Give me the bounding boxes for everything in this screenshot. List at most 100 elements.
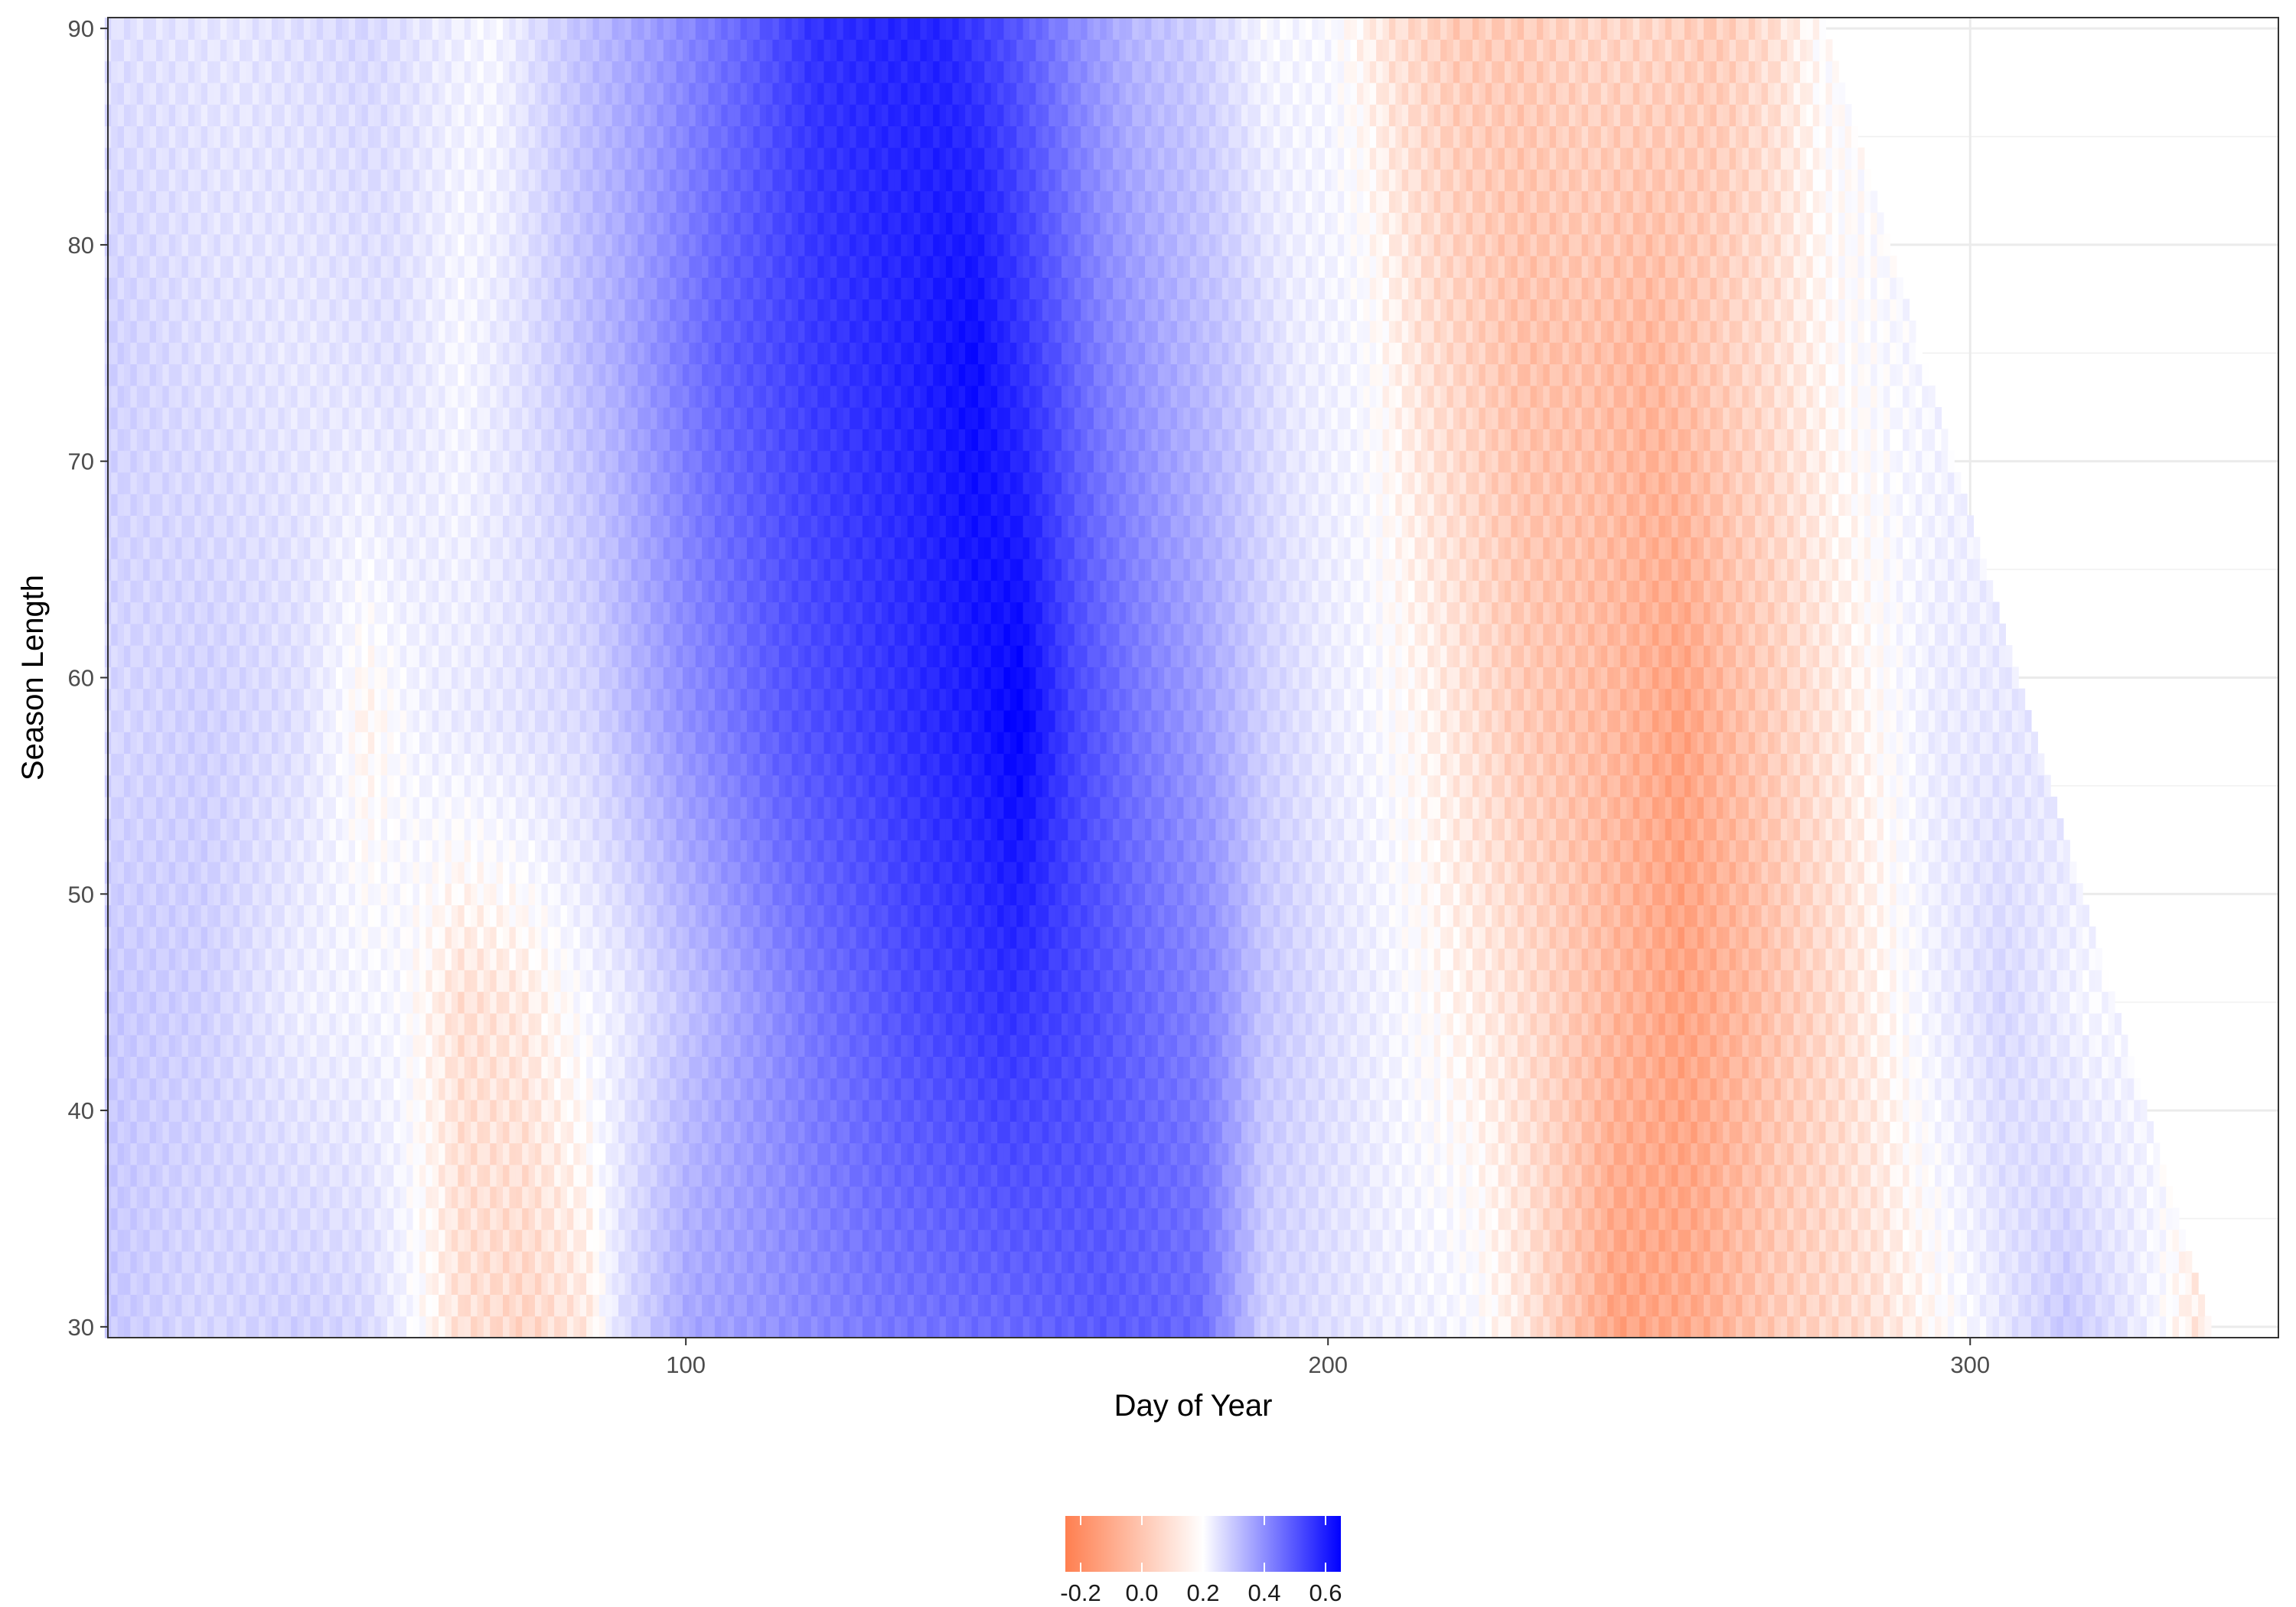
heatmap-cell (117, 1229, 125, 1252)
heatmap-cell (990, 1273, 998, 1296)
heatmap-cell (1600, 1143, 1608, 1165)
heatmap-cell (1459, 1056, 1467, 1079)
heatmap-cell (1388, 1035, 1396, 1057)
heatmap-cell (528, 1056, 536, 1079)
heatmap-cell (901, 1077, 908, 1100)
heatmap-cell (1748, 1273, 1756, 1296)
heatmap-cell (625, 1099, 632, 1122)
heatmap-cell (984, 1186, 992, 1208)
heatmap-cell (534, 1121, 542, 1144)
heatmap-cell (1857, 1315, 1865, 1338)
heatmap-cell (534, 1164, 542, 1187)
heatmap-cell (1061, 1056, 1068, 1079)
heatmap-cell (2153, 1164, 2161, 1187)
heatmap-cell (791, 1208, 799, 1231)
heatmap-cell (1511, 1164, 1518, 1187)
heatmap-cell (503, 1077, 510, 1100)
heatmap-cell (566, 1143, 574, 1165)
heatmap-cell (1903, 1143, 1910, 1165)
heatmap-cell (1029, 1164, 1037, 1187)
heatmap-cell (1755, 1186, 1763, 1208)
heatmap-cell (837, 991, 844, 1014)
heatmap-cell (797, 991, 805, 1014)
heatmap-cell (984, 1099, 992, 1122)
heatmap-cell (1665, 1035, 1672, 1057)
heatmap-cell (168, 1143, 176, 1165)
heatmap-cell (1074, 1099, 1081, 1122)
heatmap-cell (740, 1315, 748, 1338)
heatmap-cell (329, 1273, 337, 1296)
heatmap-cell (2043, 1056, 2051, 1079)
heatmap-cell (406, 1250, 414, 1273)
heatmap-cell (1973, 1143, 1981, 1165)
heatmap-cell (406, 1143, 414, 1165)
heatmap-cell (297, 1250, 305, 1273)
heatmap-cell (355, 1143, 363, 1165)
heatmap-cell (772, 1250, 780, 1273)
heatmap-cell (201, 1143, 208, 1165)
heatmap-cell (1742, 1250, 1750, 1273)
heatmap-cell (560, 1315, 568, 1338)
heatmap-cell (188, 991, 195, 1014)
heatmap-cell (1498, 1294, 1505, 1317)
heatmap-cell (727, 1208, 735, 1231)
heatmap-cell (1318, 1273, 1326, 1296)
heatmap-cell (335, 1250, 343, 1273)
heatmap-cell (1928, 1143, 1936, 1165)
heatmap-cell (361, 1143, 369, 1165)
heatmap-cell (439, 1056, 446, 1079)
heatmap-cell (155, 1250, 163, 1273)
heatmap-cell (1632, 1315, 1640, 1338)
heatmap-cell (1312, 1077, 1319, 1100)
heatmap-cell (181, 1121, 189, 1144)
heatmap-cell (1780, 1143, 1788, 1165)
heatmap-cell (984, 1164, 992, 1187)
heatmap-cell (1607, 1164, 1615, 1187)
heatmap-cell (823, 1099, 831, 1122)
heatmap-cell (310, 1035, 318, 1057)
heatmap-cell (651, 991, 657, 1014)
heatmap-cell (1492, 1012, 1499, 1035)
heatmap-cell (1986, 1229, 1994, 1252)
heatmap-cell (1524, 1208, 1531, 1231)
heatmap-cell (1312, 1143, 1319, 1165)
heatmap-cell (727, 1077, 735, 1100)
heatmap-cell (560, 1056, 568, 1079)
heatmap-cell (759, 1056, 767, 1079)
heatmap-cell (136, 1143, 144, 1165)
heatmap-cell (740, 1099, 748, 1122)
heatmap-cell (714, 1250, 722, 1273)
heatmap-cell (1145, 1143, 1153, 1165)
heatmap-cell (714, 1099, 722, 1122)
heatmap-cell (965, 1208, 973, 1231)
heatmap-cell (1600, 1035, 1608, 1057)
heatmap-cell (2121, 1164, 2128, 1187)
heatmap-cell (920, 991, 928, 1014)
heatmap-cell (971, 1056, 979, 1079)
heatmap-cell (374, 1229, 382, 1252)
heatmap-cell (1678, 1294, 1685, 1317)
heatmap-cell (1922, 1229, 1929, 1252)
heatmap-cell (1710, 1012, 1717, 1035)
heatmap-cell (1446, 1056, 1454, 1079)
heatmap-cell (130, 1273, 138, 1296)
heatmap-cell (1793, 1012, 1801, 1035)
heatmap-cell (1492, 1273, 1499, 1296)
heatmap-cell (496, 1077, 504, 1100)
heatmap-cell (329, 1035, 337, 1057)
heatmap-cell (997, 1035, 1005, 1057)
heatmap-cell (644, 1208, 651, 1231)
heatmap-cell (1915, 1208, 1923, 1231)
heatmap-cell (471, 1315, 478, 1338)
heatmap-cell (1312, 1273, 1319, 1296)
heatmap-cell (1947, 1143, 1955, 1165)
heatmap-cell (791, 1099, 799, 1122)
heatmap-cell (598, 1099, 606, 1122)
heatmap-cell (977, 1099, 985, 1122)
heatmap-cell (1877, 1077, 1884, 1100)
heatmap-cell (791, 1186, 799, 1208)
heatmap-cell (1433, 1208, 1441, 1231)
heatmap-cell (1068, 991, 1075, 1014)
heatmap-cell (361, 1035, 369, 1057)
heatmap-cell (1736, 1208, 1743, 1231)
